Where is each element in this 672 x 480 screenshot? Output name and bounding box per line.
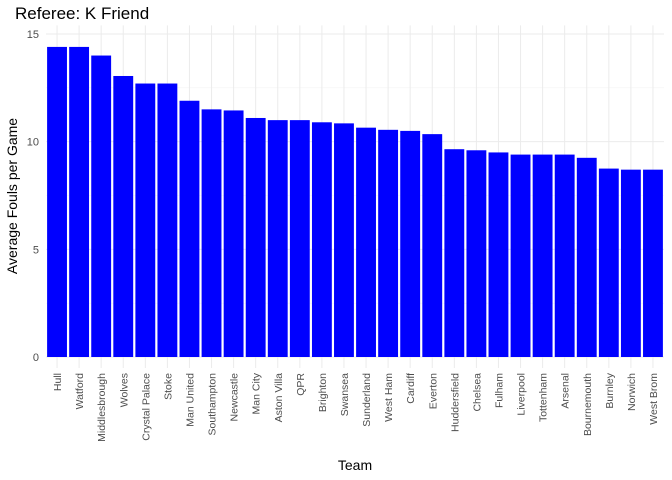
x-tick-label: Cardiff — [405, 373, 417, 404]
y-tick-label: 5 — [33, 244, 39, 256]
x-tick-label: Burnley — [604, 372, 616, 408]
bar — [598, 168, 619, 357]
x-tick-label: Watford — [74, 373, 86, 410]
bar — [510, 154, 531, 357]
bar — [91, 55, 112, 358]
y-axis-ticks: 0 5 10 15 — [27, 29, 39, 364]
bar — [620, 169, 641, 357]
x-tick-label: Norwich — [626, 373, 638, 411]
bar — [356, 127, 376, 357]
bar — [422, 134, 443, 357]
bar — [267, 120, 288, 357]
bar — [488, 152, 509, 357]
bar — [113, 75, 134, 358]
x-tick-label: Brighton — [317, 373, 329, 412]
bars — [47, 46, 663, 358]
bar — [444, 149, 465, 357]
x-tick-label: Arsenal — [560, 373, 572, 409]
x-tick-label: Man United — [184, 373, 196, 427]
bar — [201, 109, 222, 357]
bar — [69, 46, 90, 358]
x-tick-label: Middlesbrough — [96, 373, 108, 442]
x-tick-label: QPR — [295, 373, 307, 396]
y-axis-label: Average Fouls per Game — [4, 118, 20, 274]
x-tick-label: West Brom — [648, 373, 660, 425]
x-tick-label: Chelsea — [471, 373, 483, 412]
bar — [135, 83, 156, 357]
bar — [378, 129, 399, 357]
bar — [554, 154, 575, 357]
bar — [179, 100, 200, 358]
x-tick-label: Man City — [251, 372, 263, 414]
x-axis-ticks: Hull Watford Middlesbrough Wolves Crystal Pa… — [52, 372, 660, 442]
bar — [466, 150, 487, 357]
y-tick-label: 0 — [33, 352, 39, 364]
x-tick-label: Liverpool — [516, 373, 528, 416]
x-tick-label: Aston Villa — [273, 373, 285, 423]
x-tick-label: Southampton — [207, 373, 219, 436]
x-axis-label: Team — [338, 457, 372, 473]
x-tick-label: Swansea — [339, 373, 351, 416]
bar — [400, 130, 421, 357]
x-tick-label: Sunderland — [361, 373, 373, 427]
x-tick-label: Huddersfield — [449, 373, 461, 432]
chart-title: Referee: K Friend — [15, 4, 150, 23]
y-tick-label: 15 — [27, 29, 39, 41]
x-tick-label: Wolves — [118, 373, 130, 407]
bar — [311, 122, 332, 357]
bar — [576, 157, 597, 357]
bar — [334, 123, 354, 357]
x-tick-label: Tottenham — [538, 373, 550, 422]
bar — [47, 46, 67, 358]
x-tick-label: Stoke — [162, 373, 174, 400]
x-tick-label: Hull — [52, 373, 64, 391]
x-tick-label: Fulham — [493, 373, 505, 408]
bar — [643, 169, 663, 357]
y-tick-label: 10 — [27, 137, 39, 149]
bar — [245, 117, 266, 357]
x-tick-label: Newcastle — [229, 373, 241, 422]
bar — [532, 154, 553, 357]
x-tick-label: West Ham — [383, 373, 395, 422]
bar — [223, 110, 244, 358]
bar — [289, 120, 310, 357]
bar — [157, 83, 178, 357]
x-tick-label: Everton — [427, 373, 439, 409]
x-tick-label: Crystal Palace — [140, 373, 152, 441]
x-tick-label: Bournemouth — [582, 373, 594, 436]
